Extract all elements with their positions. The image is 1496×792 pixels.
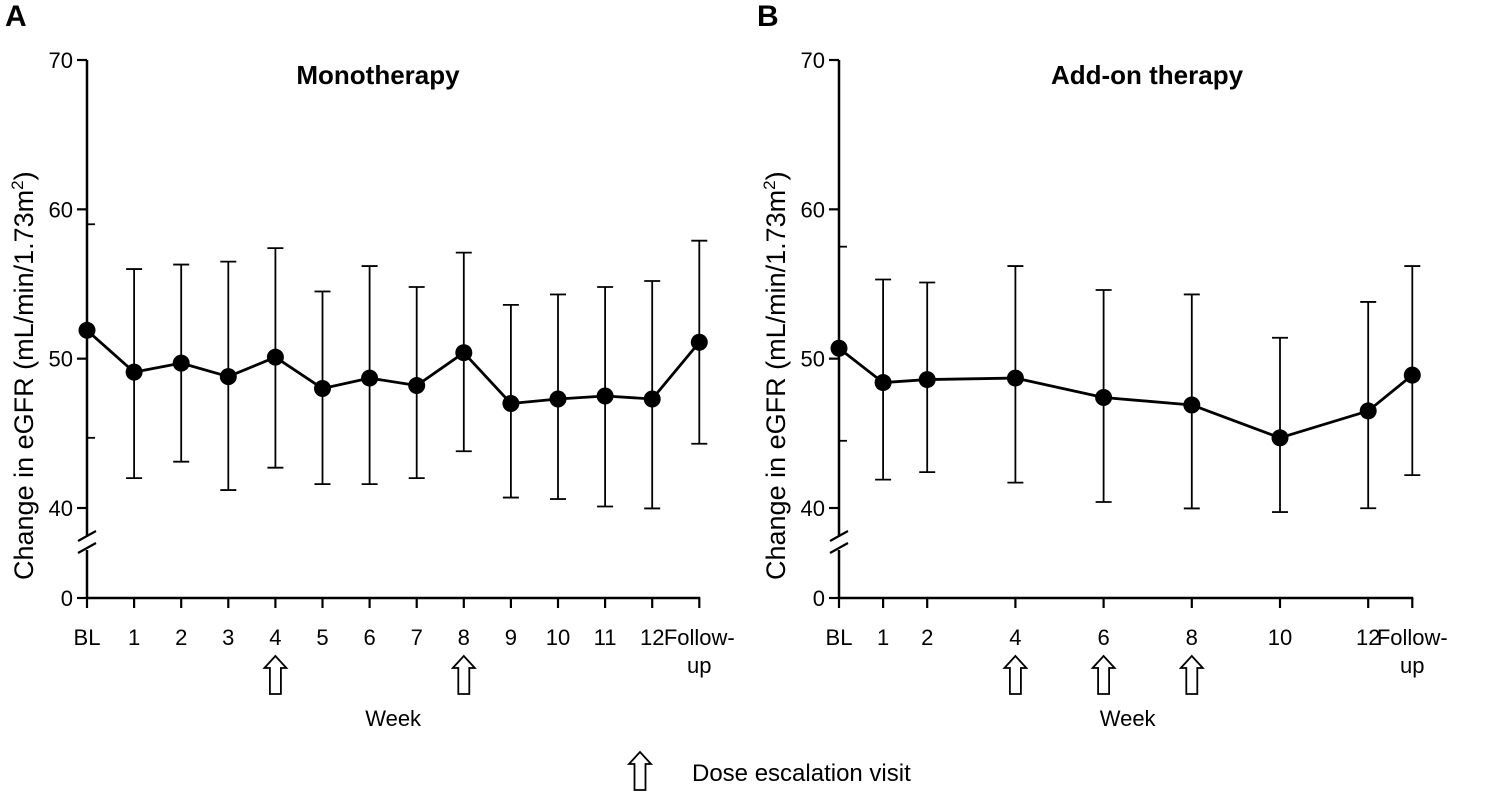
x-tick-label: 2 <box>175 625 187 650</box>
data-point <box>643 390 661 408</box>
data-point <box>1359 402 1377 420</box>
panel-label-b: B <box>757 0 779 33</box>
data-point <box>1183 396 1201 414</box>
axis-break-mark <box>829 530 849 542</box>
data-point <box>918 371 936 389</box>
y-tick-label: 70 <box>49 48 73 73</box>
y-axis-label-a: Change in eGFR (mL/min/1.73m2) <box>8 171 39 580</box>
x-tick-label: 6 <box>363 625 375 650</box>
chart-title-add-on-therapy: Add-on therapy <box>1050 60 1244 90</box>
x-tick-label: 1 <box>877 625 889 650</box>
y-tick-label: 0 <box>61 586 73 611</box>
axis-break-mark <box>77 530 97 542</box>
data-point <box>549 390 567 408</box>
x-tick-label: 4 <box>269 625 281 650</box>
data-point <box>1095 388 1113 406</box>
x-tick-label: 1 <box>128 625 140 650</box>
dose-escalation-arrow-icon <box>1090 654 1117 695</box>
chart-title-monotherapy: Monotherapy <box>296 60 460 90</box>
axis-break-mark <box>77 542 97 554</box>
x-tick-label: 10 <box>1268 625 1292 650</box>
panel-label-a: A <box>5 0 27 33</box>
x-tick-label: 5 <box>316 625 328 650</box>
x-tick-label: Follow-up <box>1377 625 1448 678</box>
data-point <box>219 368 237 386</box>
y-tick-label: 70 <box>801 48 825 73</box>
y-tick-label: 60 <box>801 197 825 222</box>
y-tick-label: 40 <box>49 496 73 521</box>
data-point <box>172 354 190 372</box>
dose-escalation-arrow-icon <box>262 654 289 695</box>
x-tick-label: 8 <box>458 625 470 650</box>
data-point <box>690 333 708 351</box>
x-axis-label: Week <box>365 706 422 731</box>
data-point <box>408 377 426 395</box>
data-point <box>874 374 892 392</box>
data-point <box>1271 429 1289 447</box>
x-tick-label: 7 <box>411 625 423 650</box>
up-arrow-icon <box>626 750 654 791</box>
x-tick-label: 12 <box>640 625 664 650</box>
x-tick-label: 12 <box>1356 625 1380 650</box>
x-axis-label: Week <box>1100 706 1157 731</box>
dose-escalation-arrow-icon <box>1178 654 1205 695</box>
x-tick-label: 3 <box>222 625 234 650</box>
y-tick-label: 0 <box>813 586 825 611</box>
y-tick-label: 50 <box>49 347 73 372</box>
y-tick-label: 40 <box>801 496 825 521</box>
data-point <box>502 394 520 412</box>
x-tick-label: 10 <box>546 625 570 650</box>
x-tick-label: 8 <box>1186 625 1198 650</box>
x-tick-label: 6 <box>1097 625 1109 650</box>
data-point <box>830 339 848 357</box>
data-point <box>455 344 473 362</box>
y-tick-label: 50 <box>801 347 825 372</box>
data-point <box>314 380 331 398</box>
x-tick-label: 2 <box>921 625 933 650</box>
x-tick-label: BL <box>826 625 853 650</box>
dose-escalation-arrow-icon <box>1002 654 1029 695</box>
x-tick-label: 9 <box>505 625 517 650</box>
x-tick-label: Follow-up <box>664 625 735 678</box>
axis-break-mark <box>829 542 849 554</box>
dose-escalation-arrow-icon <box>450 654 477 695</box>
data-point <box>361 369 379 387</box>
series-line <box>838 347 1414 440</box>
x-tick-label: BL <box>74 625 101 650</box>
data-point <box>266 348 284 366</box>
data-point <box>78 321 96 339</box>
y-tick-label: 60 <box>49 197 73 222</box>
x-tick-label: 11 <box>594 625 617 650</box>
y-axis-label-b: Change in eGFR (mL/min/1.73m2) <box>760 171 791 580</box>
data-point <box>1006 369 1024 387</box>
legend-label: Dose escalation visit <box>692 760 911 787</box>
data-point <box>1403 366 1421 384</box>
data-point <box>596 387 614 405</box>
x-tick-label: 4 <box>1009 625 1021 650</box>
data-point <box>125 363 143 381</box>
